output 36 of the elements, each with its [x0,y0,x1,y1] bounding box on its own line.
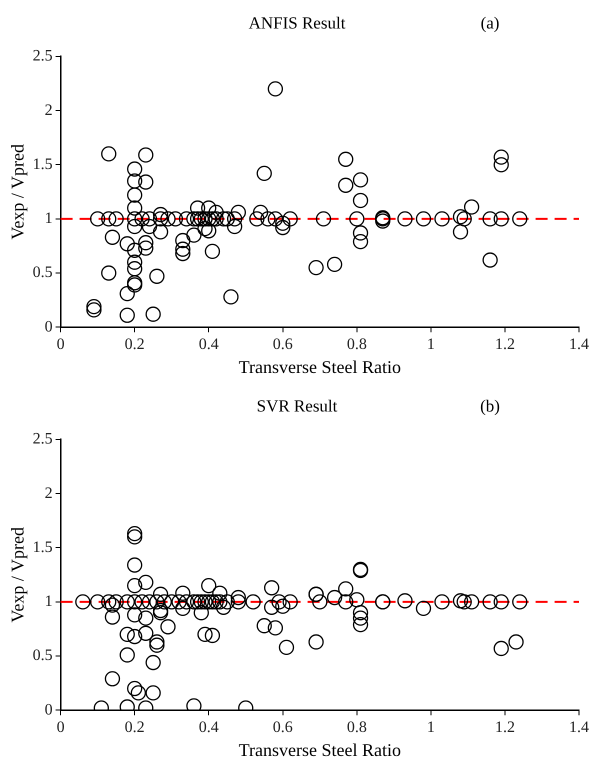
x-tick-label: 0.8 [346,336,367,354]
x-tick-label: 0.6 [272,336,293,354]
text: (a) [480,13,500,32]
y-axis-title: Vexp / Vpred [8,144,28,240]
y-axis-title: Vexp / Vpred [8,526,28,623]
chart-title: ANFIS Result [248,14,346,33]
x-tick-label: 1 [426,719,435,736]
y-tick-label: 0.5 [32,264,53,282]
y-tick-label: 0 [44,318,53,336]
x-tick-label: 0.4 [198,719,219,736]
y-tick-label: 1 [44,593,53,610]
y-tick-label: 2 [44,102,53,119]
x-tick-label: 1.2 [494,719,515,736]
x-axis-title: Transverse Steel Ratio [238,356,401,377]
x-tick-label: 1.4 [569,719,589,736]
y-tick-label: 0 [44,701,53,718]
x-tick-label: 0.8 [346,719,367,736]
y-tick-label: 2 [44,484,53,502]
text: (b) [480,396,500,416]
chart-title: SVR Result [256,396,338,416]
x-tick-label: 0.2 [124,719,145,736]
x-tick-label: 1 [426,336,435,354]
x-axis-title: Transverse Steel Ratio [238,740,401,760]
y-tick-label: 2.5 [32,48,53,65]
y-tick-label: 0.5 [32,647,53,664]
y-tick-label: 1.5 [32,156,53,173]
x-tick-label: 0 [56,336,65,354]
x-tick-label: 0.2 [124,336,145,354]
y-tick-label: 1.5 [32,538,53,556]
x-tick-label: 0.4 [198,336,219,354]
x-tick-label: 0 [56,719,65,736]
y-tick-label: 1 [44,210,53,228]
x-tick-label: 1.4 [569,336,589,354]
x-tick-label: 0.6 [272,719,293,736]
x-tick-label: 1.2 [494,336,515,354]
y-tick-label: 2.5 [32,430,53,448]
